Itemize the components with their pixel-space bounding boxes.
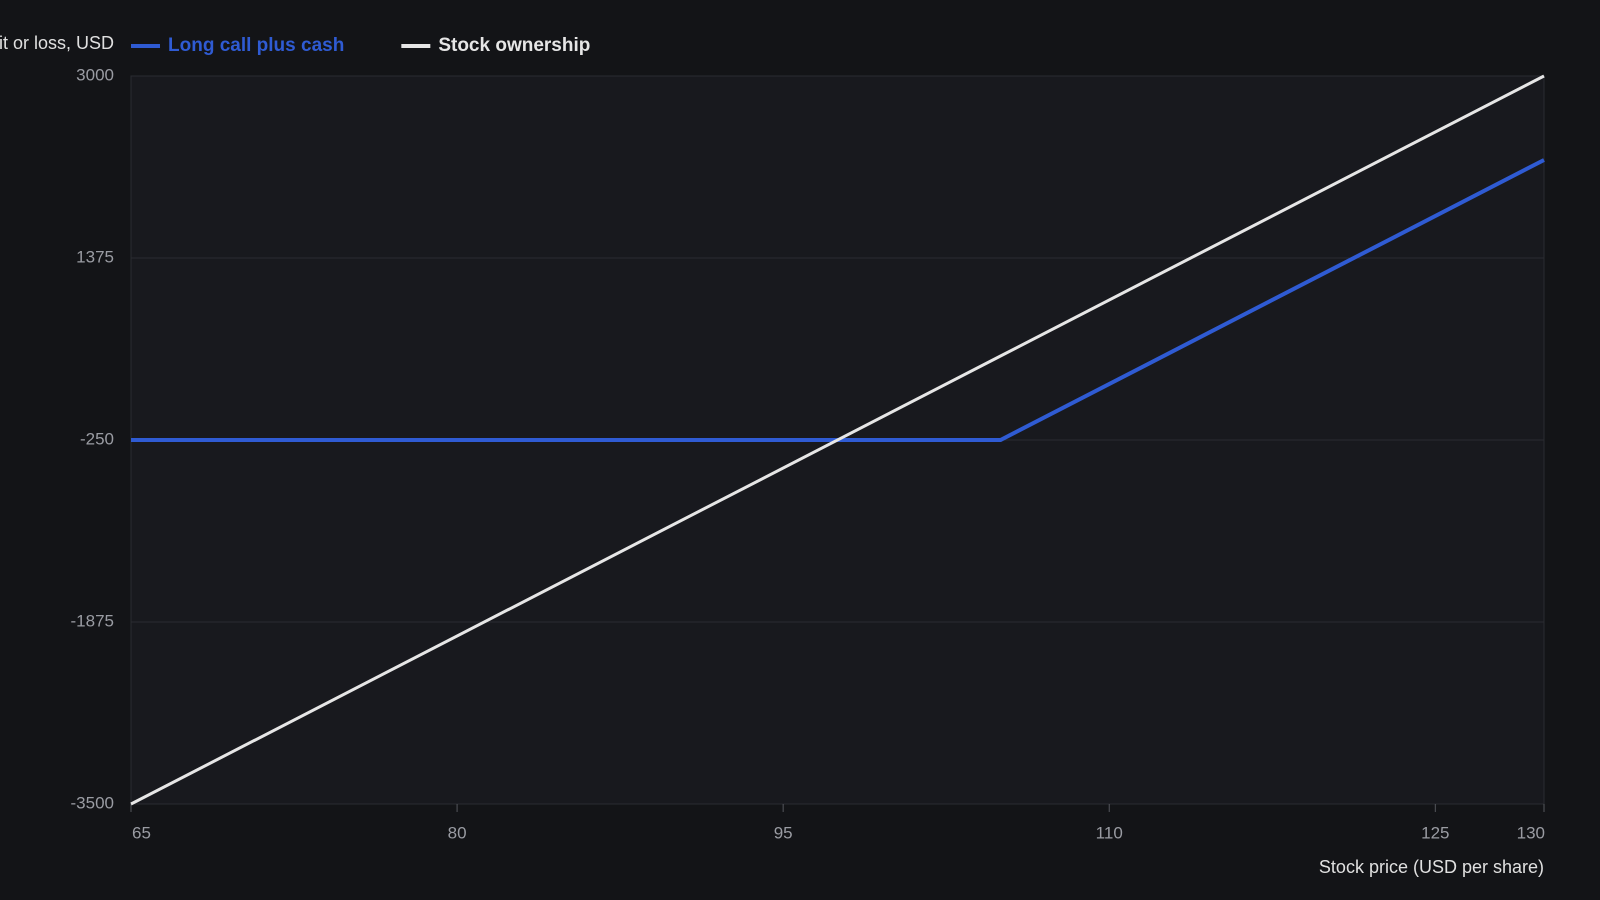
x-axis-title: Stock price (USD per share) — [1319, 857, 1544, 877]
x-tick-label: 65 — [132, 823, 151, 842]
x-tick-label: 95 — [774, 823, 793, 842]
x-tick-label: 110 — [1096, 823, 1123, 842]
y-tick-label: -1875 — [71, 611, 114, 630]
x-tick-label: 130 — [1517, 823, 1545, 842]
series-line — [131, 158, 1545, 442]
y-tick-label: -3500 — [71, 793, 114, 812]
x-tick-label: 125 — [1421, 823, 1449, 842]
series-line — [130, 74, 1545, 806]
y-axis-title: Profit or loss, USD — [0, 33, 114, 53]
legend-label[interactable]: Long call plus cash — [168, 35, 344, 56]
legend-label[interactable]: Stock ownership — [438, 35, 590, 56]
y-tick-label: -250 — [80, 429, 114, 448]
y-tick-label: 3000 — [76, 65, 114, 84]
y-tick-label: 1375 — [76, 247, 114, 266]
x-tick-label: 80 — [448, 823, 467, 842]
